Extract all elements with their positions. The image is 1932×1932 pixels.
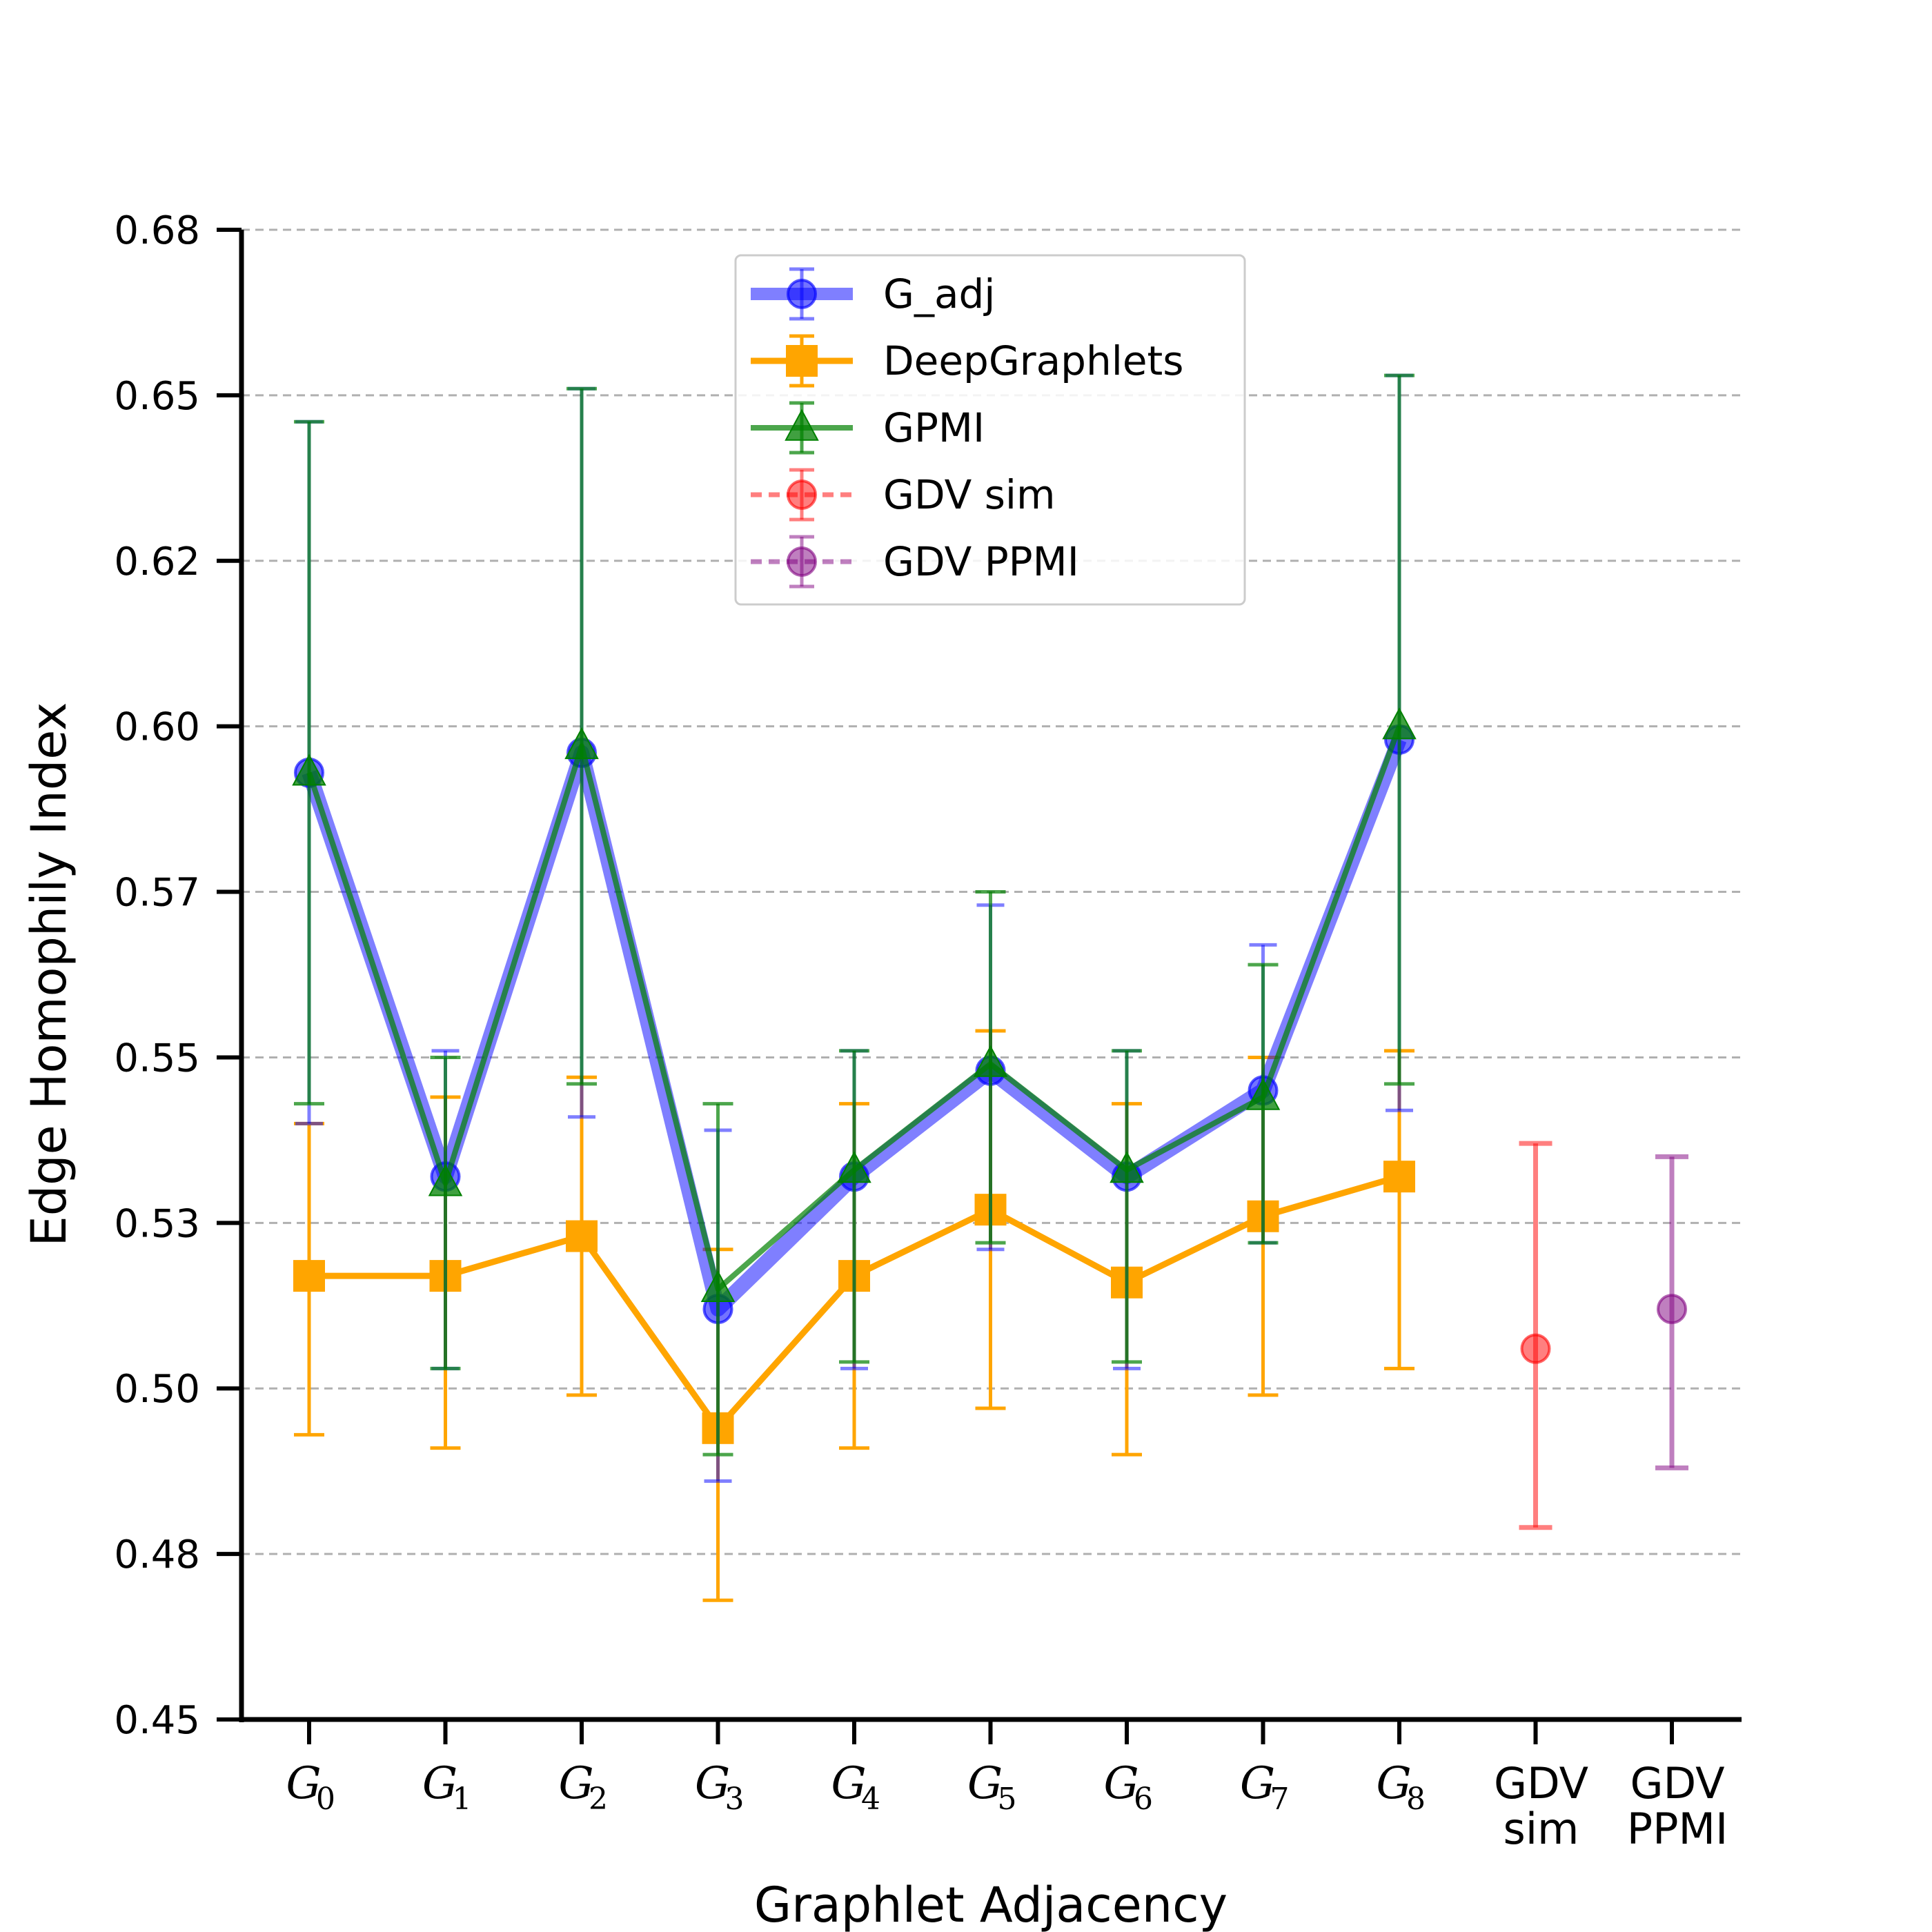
legend: G_adj DeepGraphlets GPMI GDV sim GDV PPMI <box>734 254 1246 606</box>
x-axis-label: Graphlet Adjacency <box>754 1877 1228 1932</box>
x-tick-subscript: 3 <box>725 1782 745 1817</box>
data-point <box>973 1045 1008 1077</box>
x-tick-subscript: 7 <box>1270 1782 1290 1817</box>
legend-label: GDV sim <box>883 471 1056 518</box>
x-tick-subscript: 2 <box>589 1782 608 1817</box>
data-point <box>292 753 326 786</box>
series-gdv-ppmi <box>1655 1154 1688 1470</box>
x-tick-label: PPMI <box>1627 1804 1728 1854</box>
data-point <box>428 1164 463 1196</box>
x-tick-label: G <box>967 1758 1003 1809</box>
y-tick-label: 0.50 <box>114 1367 200 1412</box>
series-gdv-sim <box>1519 1141 1552 1530</box>
data-point <box>564 727 599 760</box>
x-tick-label: G <box>286 1758 321 1809</box>
x-tick-subscript: 5 <box>998 1782 1017 1817</box>
x-tick-label: sim <box>1504 1804 1579 1854</box>
x-tick-label: G <box>558 1758 593 1809</box>
y-tick-label: 0.60 <box>114 705 200 750</box>
series-layer <box>292 373 1688 1602</box>
x-tick-label: G <box>422 1758 457 1809</box>
series-gpmi <box>292 373 1417 1457</box>
x-tick-label: GDV <box>1630 1758 1724 1808</box>
x-tick-subscript: 0 <box>316 1782 335 1817</box>
y-tick-label: 0.45 <box>114 1698 200 1743</box>
data-point <box>1245 1078 1281 1110</box>
x-tick-label: G <box>695 1758 730 1809</box>
x-tick-subscript: 1 <box>453 1782 472 1817</box>
legend-marker <box>787 546 817 577</box>
y-tick-label: 0.68 <box>114 208 200 253</box>
data-point <box>1110 1151 1144 1183</box>
legend-entry-g-adj: G_adj <box>751 267 995 321</box>
legend-frame <box>734 254 1246 606</box>
y-tick-label: 0.48 <box>114 1532 200 1577</box>
data-point <box>293 1260 325 1292</box>
legend-entry-deepgraphlets: DeepGraphlets <box>751 334 1184 388</box>
y-tick-label: 0.55 <box>114 1036 200 1081</box>
y-tick-label: 0.65 <box>114 374 200 419</box>
legend-entry-gpmi: GPMI <box>751 401 985 455</box>
legend-marker <box>785 408 819 441</box>
data-point <box>566 1220 598 1252</box>
y-tick-label: 0.53 <box>114 1201 200 1246</box>
legend-entry-gdv-sim: GDV sim <box>751 468 1056 522</box>
legend-label: GPMI <box>883 404 985 451</box>
data-point <box>1383 1161 1415 1193</box>
legend-entry-gdv-ppmi: GDV PPMI <box>751 535 1079 589</box>
legend-label: DeepGraphlets <box>883 337 1184 384</box>
x-tick-subscript: 6 <box>1134 1782 1153 1817</box>
y-tick-label: 0.62 <box>114 540 200 584</box>
data-point <box>700 1270 736 1302</box>
x-tick-subscript: 8 <box>1406 1782 1426 1817</box>
x-tick-label: GDV <box>1494 1758 1588 1808</box>
x-tick-label: G <box>1240 1758 1275 1809</box>
data-point <box>1520 1333 1551 1364</box>
x-tick-label: G <box>1103 1758 1138 1809</box>
legend-marker <box>787 480 817 510</box>
legend-label: G_adj <box>883 270 995 317</box>
data-point <box>1657 1294 1687 1325</box>
y-tick-label: 0.57 <box>114 871 200 916</box>
x-tick-subscript: 4 <box>861 1782 880 1817</box>
y-ticks: 0.45 0.48 0.50 0.53 0.55 0.57 0.60 0.62 0.65 0.68 <box>114 208 241 1743</box>
legend-marker <box>786 345 818 377</box>
data-point <box>1382 707 1417 740</box>
data-point <box>837 1151 871 1183</box>
legend-label: GDV PPMI <box>883 538 1079 585</box>
y-axis-label: Edge Homophily Index <box>21 702 77 1247</box>
x-tick-label: G <box>1376 1758 1411 1809</box>
x-tick-label: G <box>831 1758 866 1809</box>
legend-marker <box>787 279 817 309</box>
